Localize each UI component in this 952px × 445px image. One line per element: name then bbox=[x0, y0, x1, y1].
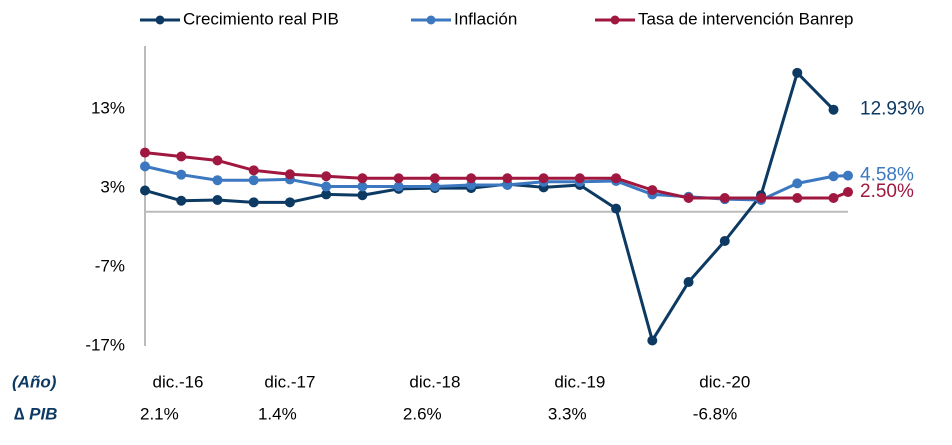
x-tick-label: dic.-16 bbox=[152, 372, 203, 391]
legend-marker bbox=[426, 15, 436, 25]
series-marker bbox=[248, 175, 259, 186]
x-tick-label: dic.-18 bbox=[409, 372, 460, 391]
series-marker bbox=[756, 192, 767, 203]
series-marker bbox=[357, 181, 368, 192]
series-marker bbox=[683, 277, 694, 288]
series-marker bbox=[284, 197, 295, 208]
y-tick-label: 3% bbox=[100, 178, 125, 197]
gdp-value: 3.3% bbox=[548, 404, 587, 423]
series-marker bbox=[321, 181, 332, 192]
gdp-value: 2.1% bbox=[140, 404, 179, 423]
value-label: 2.50% bbox=[860, 181, 914, 202]
series-marker bbox=[140, 185, 150, 196]
series-marker bbox=[683, 192, 694, 203]
legend-label: Inflación bbox=[454, 9, 517, 28]
series-marker bbox=[248, 197, 259, 208]
x-tick-label: dic.-17 bbox=[264, 372, 315, 391]
series-marker bbox=[140, 147, 150, 158]
series-marker bbox=[611, 203, 622, 214]
series-marker bbox=[647, 335, 658, 346]
series-marker bbox=[538, 173, 549, 184]
series-marker bbox=[176, 195, 187, 206]
series-marker bbox=[843, 170, 853, 181]
series-marker bbox=[176, 169, 187, 180]
series-marker bbox=[792, 67, 803, 78]
series-marker bbox=[843, 187, 853, 198]
series-marker bbox=[212, 155, 223, 166]
series-marker bbox=[176, 151, 187, 162]
series-marker bbox=[611, 173, 622, 184]
gdp-value: -6.8% bbox=[693, 404, 737, 423]
x-tick-label: dic.-20 bbox=[699, 372, 750, 391]
series-marker bbox=[321, 171, 332, 182]
series-marker bbox=[429, 181, 440, 192]
series-marker bbox=[574, 173, 585, 184]
gdp-value: 1.4% bbox=[258, 404, 297, 423]
value-label: 4.58% bbox=[860, 165, 914, 186]
year-label: (Año) bbox=[12, 372, 57, 391]
legend-label: Crecimiento real PIB bbox=[183, 9, 339, 28]
series-marker bbox=[357, 190, 368, 201]
legend-marker bbox=[610, 15, 620, 25]
series-line bbox=[144, 71, 835, 342]
series-marker bbox=[719, 236, 730, 246]
series-marker bbox=[828, 192, 839, 203]
series-marker bbox=[212, 194, 223, 205]
series-marker bbox=[466, 173, 477, 184]
series-marker bbox=[140, 161, 150, 172]
series-marker bbox=[284, 169, 295, 180]
series-marker bbox=[393, 181, 404, 192]
series-marker bbox=[357, 173, 368, 184]
x-tick-label: dic.-19 bbox=[554, 372, 605, 391]
series-marker bbox=[647, 185, 658, 196]
series-marker bbox=[828, 104, 839, 115]
series-marker bbox=[792, 178, 803, 189]
series-marker bbox=[321, 189, 332, 200]
y-tick-label: 13% bbox=[91, 99, 125, 118]
legend-label: Tasa de intervención Banrep bbox=[638, 9, 853, 28]
series-marker bbox=[792, 192, 803, 203]
series-line bbox=[144, 151, 849, 200]
series-marker bbox=[429, 173, 440, 184]
series-marker bbox=[248, 165, 259, 176]
gdp-value: 2.6% bbox=[403, 404, 442, 423]
series-marker bbox=[393, 173, 404, 184]
gdp-label: ∆ PIB bbox=[14, 404, 57, 423]
y-tick-label: -17% bbox=[85, 335, 125, 354]
series-marker bbox=[212, 175, 223, 186]
series-marker bbox=[502, 173, 513, 184]
series-marker bbox=[828, 171, 839, 182]
series-marker bbox=[719, 192, 730, 203]
value-label: 12.93% bbox=[860, 99, 925, 120]
y-tick-label: -7% bbox=[95, 257, 125, 276]
legend-marker bbox=[155, 15, 165, 25]
